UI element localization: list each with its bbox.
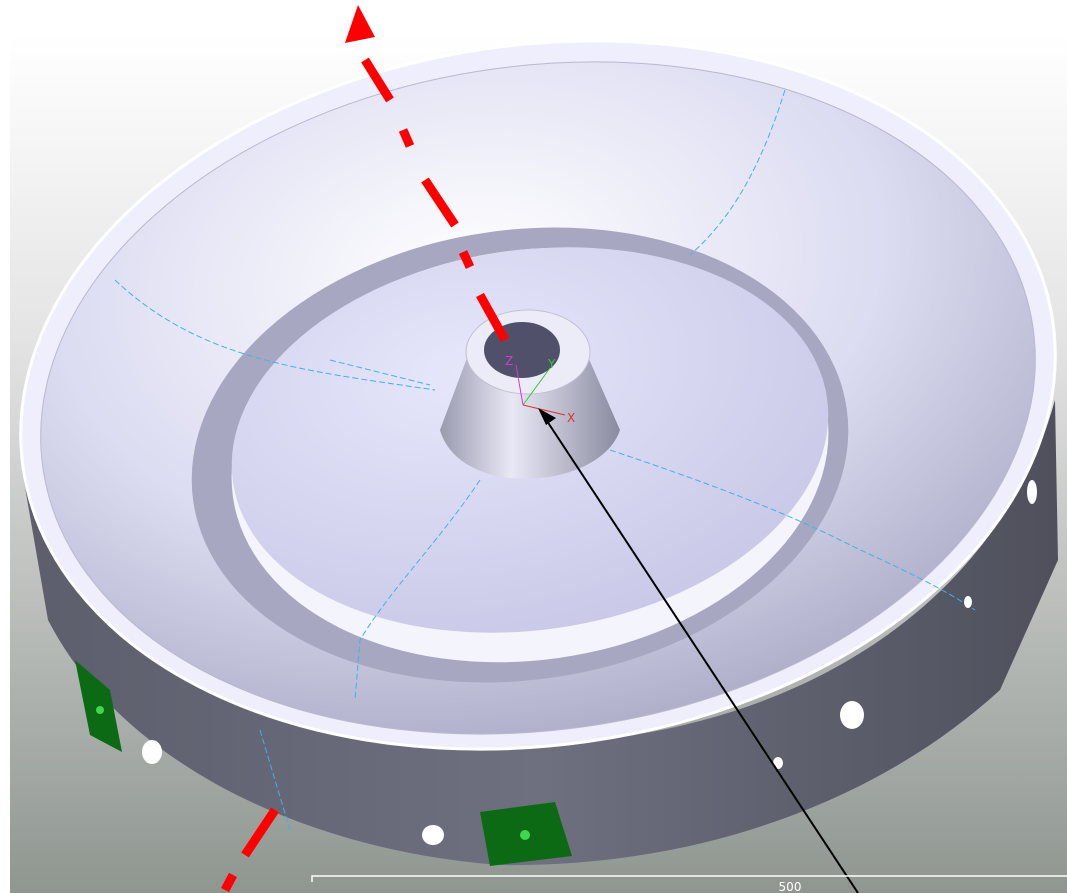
triad-x (522, 404, 566, 416)
bolt-hole (840, 701, 864, 729)
pointer-arrowhead (538, 408, 556, 425)
edge-lines (114, 89, 976, 831)
green-face (75, 660, 122, 752)
bolt-hole (422, 825, 444, 845)
triad-z (515, 364, 524, 406)
rotation-axis (221, 57, 509, 893)
scale-bar (311, 875, 1067, 882)
axis-label: Y (547, 357, 556, 371)
bolt-hole (1027, 480, 1037, 504)
scale-label: 500 (779, 880, 802, 893)
bolt-hole (142, 740, 162, 764)
axis-label: X (567, 411, 575, 425)
green-dot (96, 706, 104, 714)
disc-side-wall (22, 400, 1058, 866)
bolt-hole (964, 596, 972, 608)
green-dot (520, 830, 530, 840)
axis-arrowhead (345, 5, 375, 43)
axis-label: Z (505, 354, 513, 368)
pointer-arrow (544, 417, 859, 893)
triad-y (522, 367, 551, 406)
